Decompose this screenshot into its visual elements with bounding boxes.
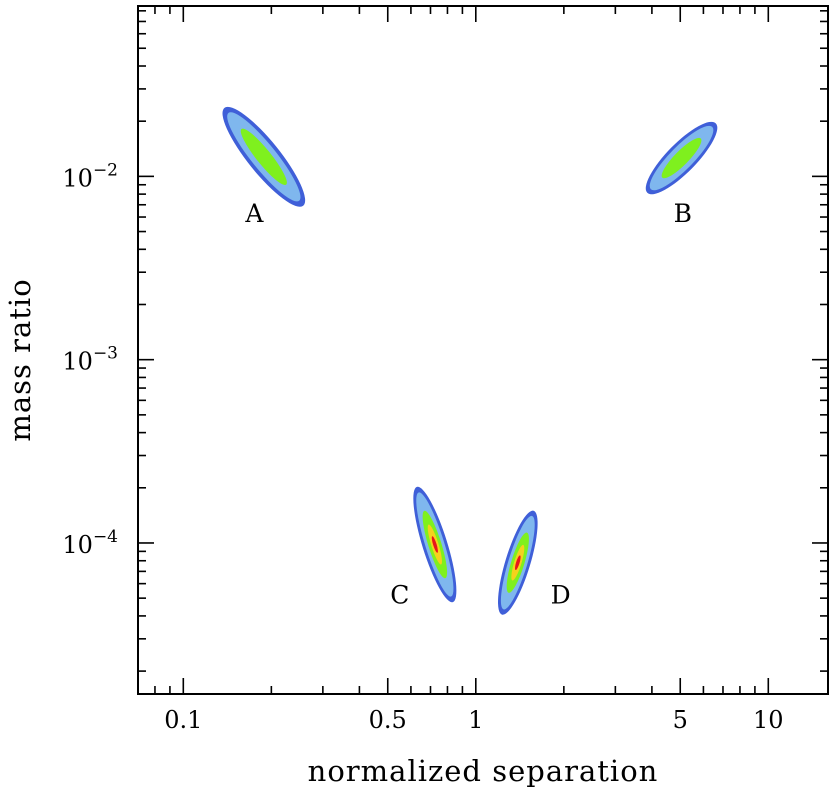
region-label-d: D — [551, 580, 571, 609]
region-b-inner-contour — [661, 137, 702, 179]
region-d — [498, 510, 538, 615]
y-tick-exponent: −2 — [93, 160, 118, 180]
y-axis-title: mass ratio — [3, 278, 37, 441]
region-c-peak-contour — [431, 536, 438, 553]
region-a — [222, 106, 306, 207]
y-tick-base: 10 — [62, 531, 93, 559]
plot-regions — [222, 106, 718, 615]
region-d-peak-contour — [515, 555, 521, 571]
region-b — [645, 121, 718, 195]
y-tick-label: 10−4 — [62, 527, 118, 559]
region-a-inner-contour — [240, 128, 287, 185]
y-tick-base: 10 — [62, 348, 93, 376]
ticks — [137, 6, 828, 694]
plot-frame — [137, 5, 829, 695]
region-label-a: A — [244, 199, 264, 228]
region-label-c: C — [390, 580, 409, 609]
x-tick-label: 1 — [468, 706, 483, 734]
y-tick-exponent: −3 — [93, 344, 118, 364]
region-label-b: B — [674, 199, 692, 228]
y-tick-label: 10−2 — [62, 160, 118, 192]
region-c — [413, 486, 457, 603]
x-tick-label: 0.5 — [369, 706, 407, 734]
x-tick-label: 5 — [673, 706, 688, 734]
region-labels: A B C D — [244, 199, 692, 609]
x-tick-label: 0.1 — [164, 706, 202, 734]
y-tick-exponent: −4 — [93, 527, 118, 547]
x-axis-title: normalized separation — [308, 754, 659, 788]
y-tick-base: 10 — [62, 164, 93, 192]
x-tick-label: 10 — [753, 706, 784, 734]
y-tick-label: 10−3 — [62, 344, 118, 376]
